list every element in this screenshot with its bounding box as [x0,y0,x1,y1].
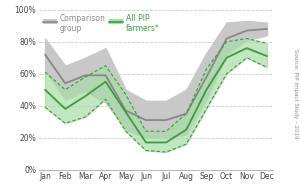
Legend: Comparison
group, All PIP
farmers*: Comparison group, All PIP farmers* [43,14,160,33]
Text: Source: PIP Impact Study – 2019: Source: PIP Impact Study – 2019 [293,49,298,138]
